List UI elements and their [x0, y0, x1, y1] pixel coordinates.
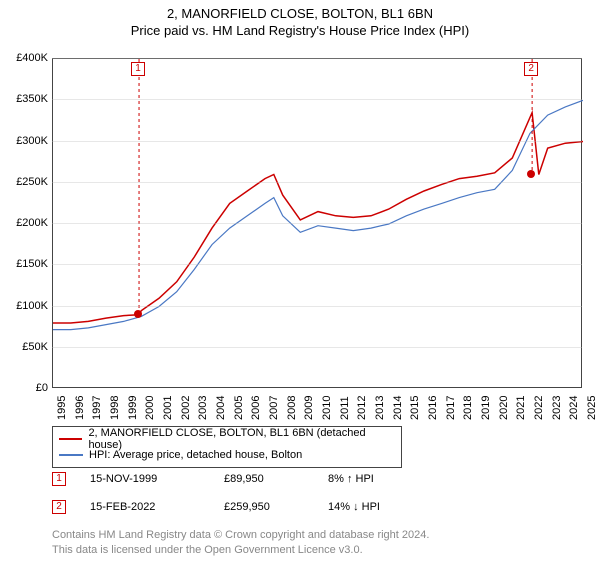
ytick-label: £200K: [0, 217, 48, 229]
xtick-label: 2022: [533, 396, 545, 420]
datapoint-date: 15-NOV-1999: [90, 473, 200, 485]
xtick-label: 2012: [356, 396, 368, 420]
datapoint-row: 1 15-NOV-1999 £89,950 8% ↑ HPI: [52, 472, 374, 486]
xtick-label: 1998: [109, 396, 121, 420]
legend-label: 2, MANORFIELD CLOSE, BOLTON, BL1 6BN (de…: [88, 427, 395, 451]
xtick-label: 2009: [303, 396, 315, 420]
ytick-label: £400K: [0, 52, 48, 64]
marker-dot: [527, 170, 535, 178]
legend-label: HPI: Average price, detached house, Bolt…: [89, 449, 302, 461]
xtick-label: 2023: [551, 396, 563, 420]
marker-box: 2: [524, 62, 538, 76]
xtick-label: 2005: [233, 396, 245, 420]
marker-dot: [134, 310, 142, 318]
xtick-label: 2003: [197, 396, 209, 420]
xtick-label: 2011: [339, 396, 351, 420]
xtick-label: 2017: [445, 396, 457, 420]
datapoint-row: 2 15-FEB-2022 £259,950 14% ↓ HPI: [52, 500, 380, 514]
plot-svg: [53, 59, 583, 389]
datapoint-price: £89,950: [224, 473, 304, 485]
xtick-label: 2021: [515, 396, 527, 420]
xtick-label: 2001: [162, 396, 174, 420]
ytick-label: £0: [0, 382, 48, 394]
marker-icon: 2: [52, 500, 66, 514]
xtick-label: 1996: [74, 396, 86, 420]
xtick-label: 2020: [498, 396, 510, 420]
chart-subtitle: Price paid vs. HM Land Registry's House …: [0, 23, 600, 38]
ytick-label: £150K: [0, 258, 48, 270]
legend: 2, MANORFIELD CLOSE, BOLTON, BL1 6BN (de…: [52, 426, 402, 468]
xtick-label: 2006: [250, 396, 262, 420]
xtick-label: 2008: [286, 396, 298, 420]
marker-icon: 1: [52, 472, 66, 486]
xtick-label: 2024: [568, 396, 580, 420]
xtick-label: 2007: [268, 396, 280, 420]
xtick-label: 2025: [586, 396, 598, 420]
xtick-label: 2019: [480, 396, 492, 420]
datapoint-date: 15-FEB-2022: [90, 501, 200, 513]
series-line: [53, 113, 583, 323]
xtick-label: 2018: [462, 396, 474, 420]
datapoint-price: £259,950: [224, 501, 304, 513]
xtick-label: 1999: [127, 396, 139, 420]
legend-item: 2, MANORFIELD CLOSE, BOLTON, BL1 6BN (de…: [59, 431, 395, 447]
xtick-label: 2010: [321, 396, 333, 420]
ytick-label: £50K: [0, 341, 48, 353]
datapoint-delta: 14% ↓ HPI: [328, 501, 380, 513]
credits: Contains HM Land Registry data © Crown c…: [52, 528, 429, 558]
xtick-label: 2004: [215, 396, 227, 420]
xtick-label: 2002: [180, 396, 192, 420]
series-line: [53, 100, 583, 329]
credits-line: This data is licensed under the Open Gov…: [52, 543, 429, 558]
marker-box: 1: [131, 62, 145, 76]
legend-swatch: [59, 454, 83, 456]
legend-swatch: [59, 438, 82, 440]
ytick-label: £100K: [0, 300, 48, 312]
credits-line: Contains HM Land Registry data © Crown c…: [52, 528, 429, 543]
xtick-label: 2013: [374, 396, 386, 420]
ytick-label: £300K: [0, 135, 48, 147]
xtick-label: 1995: [56, 396, 68, 420]
datapoint-delta: 8% ↑ HPI: [328, 473, 374, 485]
ytick-label: £350K: [0, 93, 48, 105]
chart-title: 2, MANORFIELD CLOSE, BOLTON, BL1 6BN: [0, 6, 600, 21]
xtick-label: 2000: [144, 396, 156, 420]
ytick-label: £250K: [0, 176, 48, 188]
xtick-label: 2015: [409, 396, 421, 420]
xtick-label: 1997: [91, 396, 103, 420]
xtick-label: 2014: [392, 396, 404, 420]
chart-container: 2, MANORFIELD CLOSE, BOLTON, BL1 6BN Pri…: [0, 6, 600, 566]
xtick-label: 2016: [427, 396, 439, 420]
